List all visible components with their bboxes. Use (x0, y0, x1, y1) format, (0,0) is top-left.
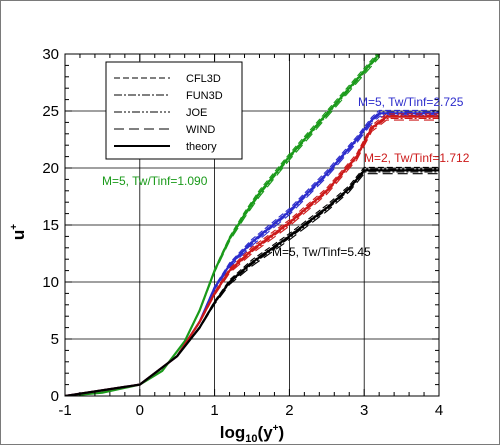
annotation-blue: M=5, Tw/Tinf=2.725 (358, 95, 464, 109)
x-tick-label: 2 (285, 402, 293, 419)
legend-label-joe: JOE (186, 107, 207, 119)
x-axis-label: log10(y+) (220, 423, 284, 445)
legend: CFL3D FUN3D JOE WIND theory (105, 61, 243, 160)
y-tick-label: 5 (51, 331, 59, 348)
x-tick-label: -1 (58, 402, 71, 419)
curve-series-3-theory (65, 169, 439, 396)
curves (65, 54, 439, 396)
legend-label-wind: WIND (186, 124, 215, 136)
y-tick-label: 0 (51, 388, 59, 405)
annotation-black: M=5, Tw/Tinf=5.45 (272, 245, 371, 259)
y-axis-label: u+ (9, 224, 28, 240)
y-tick-label: 25 (42, 103, 59, 120)
annotation-green: M=5, Tw/Tinf=1.090 (102, 174, 208, 188)
y-tick-label: 20 (42, 160, 59, 177)
y-tick-label: 15 (42, 217, 59, 234)
ticks (64, 53, 440, 397)
curve-series-3-cfl3d (65, 166, 439, 396)
x-tick-label: 0 (136, 402, 144, 419)
grid (65, 54, 439, 396)
y-tick-label: 30 (42, 46, 59, 63)
legend-label-fun3d: FUN3D (186, 90, 223, 102)
legend-box (105, 61, 243, 160)
x-tick-label: 3 (360, 402, 368, 419)
x-tick-label: 1 (210, 402, 218, 419)
legend-label-cfl3d: CFL3D (186, 73, 221, 85)
y-tick-label: 10 (42, 274, 59, 291)
x-tick-label: 4 (435, 402, 443, 419)
annotation-red: M=2, Tw/Tinf=1.712 (364, 151, 470, 165)
legend-label-theory: theory (186, 141, 217, 153)
